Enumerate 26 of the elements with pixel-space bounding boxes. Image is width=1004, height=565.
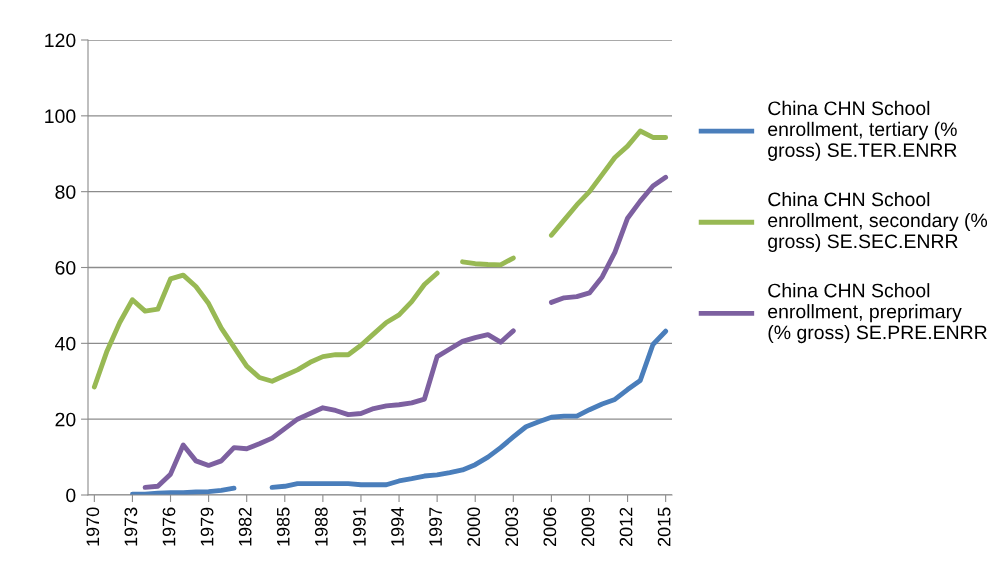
x-tick-label: 1973 [124, 507, 138, 546]
legend-label: China CHN School enrollment, tertiary (% gross) SE.TER.ENRR [768, 100, 957, 161]
y-tick-label: 60 [55, 260, 76, 275]
x-tick-label: 1997 [429, 507, 442, 546]
x-tick-label: 2012 [619, 507, 633, 547]
x-tick-label: 1985 [276, 507, 290, 546]
x-tick-label: 1982 [238, 507, 252, 546]
x-tick-label: 1979 [200, 507, 214, 546]
y-tick-label: 100 [45, 109, 76, 124]
y-tick-label: 0 [66, 488, 76, 503]
x-tick-label: 1988 [314, 507, 328, 546]
x-tick-label: 1970 [86, 507, 100, 546]
x-tick-label: 2015 [657, 507, 671, 547]
y-tick-label: 40 [55, 336, 76, 351]
x-tick-label: 1994 [391, 507, 404, 546]
x-tick-label: 2000 [467, 507, 481, 547]
legend-label: China CHN School enrollment, preprimary (% gross) SE.PRE.ENRR [768, 283, 987, 344]
y-tick-label: 120 [45, 33, 76, 48]
y-tick-label: 20 [55, 412, 76, 427]
x-tick-label: 2006 [543, 507, 557, 547]
y-tick-label: 80 [55, 185, 76, 199]
legend-label: China CHN School enrollment, secondary (% gross) SE.SEC.ENRR [768, 191, 988, 253]
x-tick-label: 1991 [353, 507, 366, 546]
x-tick-label: 2003 [505, 507, 519, 547]
x-tick-label: 1976 [162, 507, 176, 546]
x-tick-label: 2009 [581, 507, 595, 547]
